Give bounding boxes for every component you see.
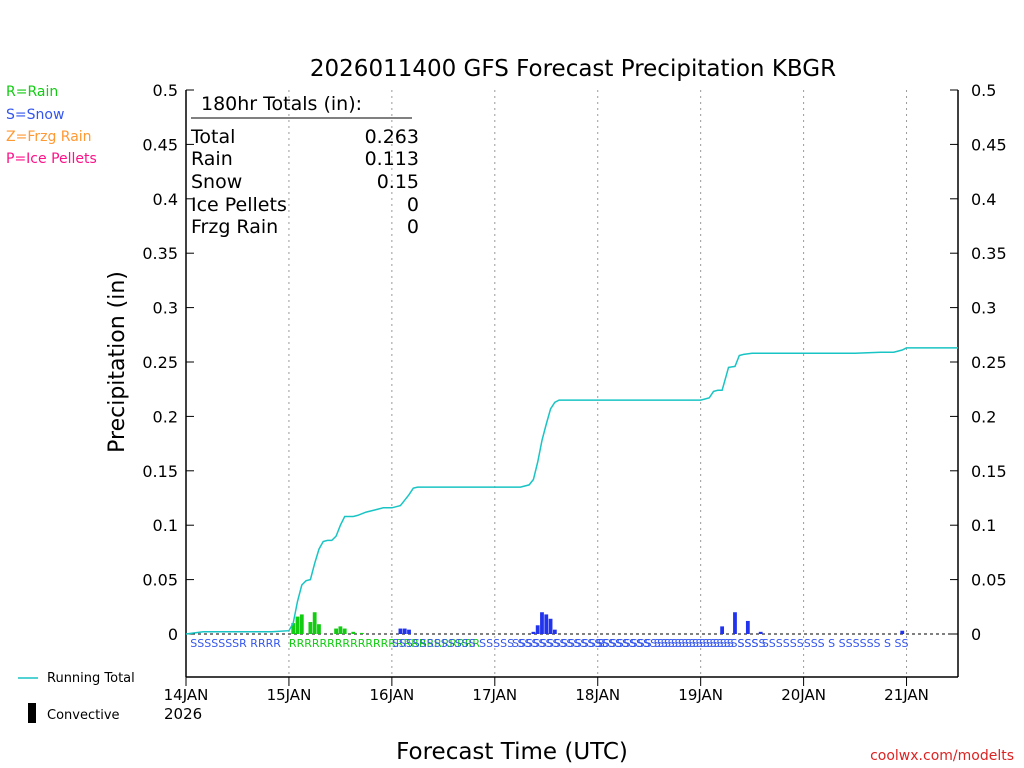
y-axis-label: Precipitation (in) — [105, 271, 130, 453]
y-tick-label-right: 0.35 — [971, 244, 1007, 263]
chart-title: 2026011400 GFS Forecast Precipitation KB… — [310, 56, 836, 82]
x-tick-label: 15JAN — [267, 686, 312, 704]
x-tick-label: 16JAN — [369, 686, 414, 704]
ptype-row: SSSSSSSSSSSS SSSSS SSSSSSSSSSSSSSSSSSS S… — [392, 637, 766, 650]
y-tick-label-right: 0.1 — [971, 516, 996, 535]
y-tick-label-right: 0.2 — [971, 407, 996, 426]
snow-bar — [733, 612, 737, 634]
snow-bar — [745, 620, 750, 634]
snow-bar — [407, 629, 411, 634]
totals-snow-value: 0.15 — [377, 171, 419, 193]
legend-rain: R=Rain — [6, 84, 58, 100]
rain-bar — [312, 612, 317, 634]
snow-bar — [900, 630, 905, 634]
rain-bar — [317, 624, 321, 634]
rain-bar — [342, 628, 347, 634]
y-tick-label: 0 — [168, 625, 178, 644]
legend-ice-pellets: P=Ice Pellets — [6, 151, 97, 167]
totals-total-value: 0.263 — [365, 126, 419, 148]
rain-bar — [338, 626, 343, 634]
y-tick-label-right: 0.45 — [971, 135, 1007, 154]
convective-swatch — [28, 703, 36, 723]
y-tick-label-right: 0.4 — [971, 190, 996, 209]
y-tick-label: 0.4 — [153, 190, 178, 209]
y-tick-label-right: 0.3 — [971, 299, 996, 318]
totals-frzg-label: Frzg Rain — [191, 216, 278, 238]
x-tick-label: 14JAN — [164, 686, 209, 704]
y-tick-label: 0.25 — [142, 353, 178, 372]
rain-bar — [334, 628, 339, 634]
convective-legend: Convective — [47, 708, 120, 723]
day-gridlines — [288, 90, 908, 677]
running-total-line — [185, 347, 958, 635]
rain-bar — [351, 631, 356, 634]
rain-bar — [291, 623, 296, 634]
snow-bar — [402, 628, 407, 634]
bottom-legend: Running Total Convective — [18, 671, 135, 723]
y-tick-label: 0.2 — [153, 407, 178, 426]
rain-bar — [299, 614, 304, 634]
totals-frzg-value: 0 — [407, 216, 419, 238]
snow-bar — [544, 614, 549, 634]
ptype-row: RRRRRRRRRRRRRRRRRRRRRRRRR — [289, 637, 480, 650]
totals-ice-label: Ice Pellets — [191, 194, 287, 216]
y-tick-label: 0.1 — [153, 516, 178, 535]
y-tick-label: 0.5 — [153, 81, 178, 100]
y-tick-label-right: 0.15 — [971, 462, 1007, 481]
totals-ice-value: 0 — [407, 194, 419, 216]
y-tick-label: 0.3 — [153, 299, 178, 318]
credit-text: coolwx.com/modelts — [870, 748, 1014, 764]
precip-bars — [291, 612, 905, 634]
snow-bar — [720, 626, 725, 634]
rain-bar — [308, 622, 313, 634]
y-tick-label-right: 0.5 — [971, 81, 996, 100]
x-tick-label: 20JAN — [781, 686, 826, 704]
totals-snow-label: Snow — [191, 171, 242, 193]
y-tick-label-right: 0.25 — [971, 353, 1007, 372]
ptype-row: SSSSSSSSSSSSSSSSSSSS — [512, 637, 652, 650]
totals-box: 180hr Totals (in): Total 0.263 Rain 0.11… — [190, 93, 419, 238]
running-total-group — [185, 347, 958, 635]
y-tick-label: 0.45 — [142, 135, 178, 154]
snow-bar — [398, 628, 403, 634]
rain-bar — [359, 632, 364, 634]
legend-frzg-rain: Z=Frzg Rain — [6, 129, 92, 145]
x-tick-label: 21JAN — [884, 686, 929, 704]
totals-rain-label: Rain — [191, 148, 233, 170]
snow-bar — [552, 629, 557, 634]
ptype-strip: SSSSSSSR RRRR RRRRRRRRRRRRRRRRRRRRRRRRRSS… — [190, 637, 908, 650]
snow-bar — [535, 625, 540, 634]
y-tick-label: 0.05 — [142, 571, 178, 590]
ptype-legend: R=Rain S=Snow Z=Frzg Rain P=Ice Pellets — [6, 84, 97, 167]
running-total-legend: Running Total — [47, 671, 135, 686]
totals-total-label: Total — [190, 126, 235, 148]
snow-bar — [540, 612, 544, 634]
y-tick-label: 0.35 — [142, 244, 178, 263]
ptype-row: SSSSSSSR RRRR — [190, 637, 281, 650]
snow-bar — [548, 618, 553, 634]
legend-snow: S=Snow — [6, 107, 64, 123]
y-ticks: 0 00.05 0.050.1 0.10.15 0.150.2 0.20.25 0.250.… — [142, 81, 1006, 644]
x-tick-label: 17JAN — [472, 686, 517, 704]
x-tick-label: 19JAN — [678, 686, 723, 704]
y-tick-label: 0.15 — [142, 462, 178, 481]
x-tick-label: 18JAN — [575, 686, 620, 704]
totals-rain-value: 0.113 — [365, 148, 419, 170]
snow-bar — [531, 631, 536, 634]
x-year-label: 2026 — [164, 705, 202, 723]
plot-frame — [185, 90, 959, 678]
snow-bar — [758, 631, 763, 634]
totals-header: 180hr Totals (in): — [201, 93, 362, 115]
x-ticks: 14JAN 15JAN 16JAN 17JAN 18JAN 19JAN 20JAN 21JAN — [164, 677, 929, 704]
x-axis-label: Forecast Time (UTC) — [396, 739, 628, 765]
rain-bar — [295, 616, 300, 634]
y-tick-label-right: 0.05 — [971, 571, 1007, 590]
y-tick-label-right: 0 — [971, 625, 981, 644]
ptype-row: S SSSSSSSSSSSSSSSSSS SSS SSSSSSSSS S SSS… — [598, 637, 909, 650]
